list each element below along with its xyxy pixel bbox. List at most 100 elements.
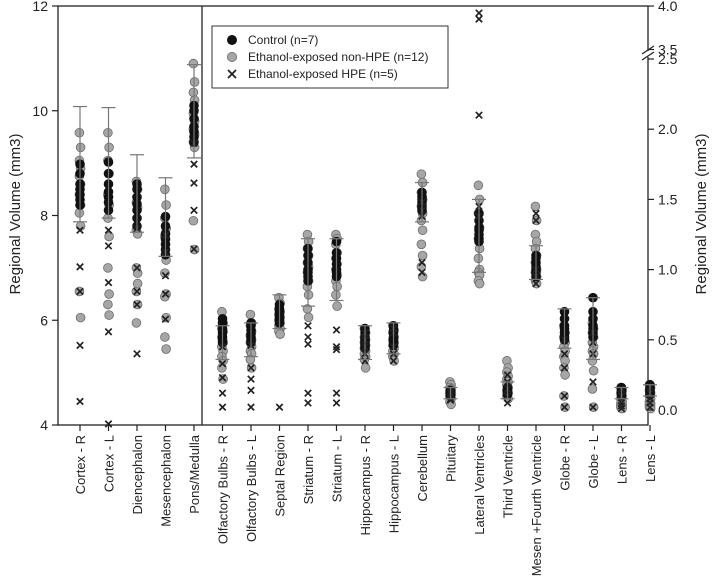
point-hpe (218, 403, 227, 411)
category-label: Third Ventricle (501, 435, 516, 518)
category-label: Globe - R (558, 435, 573, 491)
point-hpe (104, 242, 113, 250)
point-hpe (589, 403, 597, 411)
category-label: Olfactory Bulbs - R (216, 435, 231, 544)
point-hpe (218, 389, 227, 397)
point-non-hpe (474, 278, 485, 289)
left-axis-tick-label: 12 (32, 0, 48, 14)
point-hpe (104, 420, 113, 428)
category-label: Globe - L (586, 435, 601, 488)
point-hpe (304, 340, 312, 348)
point-hpe (104, 226, 113, 234)
point-hpe (304, 333, 312, 341)
left-axis-tick-label: 6 (40, 312, 48, 328)
right-axis-tick-label: 3.5 (658, 42, 678, 58)
legend-box (211, 25, 449, 89)
left-axis-tick-label: 4 (40, 417, 48, 433)
category-label: Lateral Ventricles (472, 435, 487, 535)
point-non-hpe (189, 77, 200, 87)
point-hpe (560, 392, 569, 400)
point-hpe (332, 345, 341, 354)
point-hpe (161, 315, 170, 324)
category-label: Mesen +Fourth Ventricle (529, 435, 544, 576)
legend-marker-control (226, 35, 237, 46)
point-hpe (190, 160, 198, 168)
point-hpe (475, 15, 483, 23)
point-hpe (532, 279, 540, 288)
point-hpe (589, 378, 597, 386)
point-hpe (617, 399, 626, 407)
point-hpe (332, 399, 341, 407)
point-hpe (332, 343, 341, 351)
point-hpe (161, 290, 170, 298)
point-non-hpe (161, 344, 171, 354)
legend-label-non-hpe: Ethanol-exposed non-HPE (n=12) (248, 50, 428, 64)
category-label: Hippocampus - L (387, 435, 402, 533)
point-non-hpe (132, 278, 143, 289)
point-hpe (133, 349, 141, 358)
category-label: Mesencephalon (159, 435, 174, 527)
point-hpe (247, 403, 255, 411)
point-non-hpe (104, 231, 114, 242)
point-hpe (190, 206, 198, 215)
point-hpe (617, 404, 626, 413)
category-label: Lens - L (643, 435, 658, 482)
point-hpe (617, 401, 626, 410)
point-hpe (332, 389, 341, 397)
point-non-hpe (416, 239, 427, 250)
point-hpe (76, 397, 84, 406)
point-hpe (475, 111, 483, 119)
right-axis-tick-label: 4.0 (658, 0, 678, 14)
point-hpe (133, 264, 141, 272)
point-hpe (133, 287, 141, 296)
point-hpe (560, 364, 569, 372)
point-hpe (503, 371, 512, 379)
point-non-hpe (360, 363, 371, 373)
point-hpe (218, 359, 227, 368)
left-axis-tick-label: 10 (32, 103, 48, 119)
point-non-hpe (104, 289, 114, 299)
category-label: Striatum - L (330, 435, 345, 502)
point-non-hpe (188, 215, 199, 226)
category-labels: Cortex - R Cortex - L Diencephalon Mesencep… (73, 434, 658, 576)
point-hpe (104, 278, 113, 287)
point-non-hpe (588, 365, 599, 376)
axis-break-mark (641, 51, 655, 61)
right-axis-tick-label: 2.0 (658, 121, 678, 137)
point-hpe (247, 386, 255, 395)
point-hpe (304, 321, 312, 330)
legend-label-control: Control (n=7) (248, 33, 318, 47)
point-hpe (304, 389, 312, 397)
right-axis-tick-label: 0.5 (658, 332, 678, 348)
category-label: Cortex - L (102, 435, 117, 492)
legend-marker-hpe (227, 69, 237, 79)
point-hpe (475, 9, 483, 17)
point-non-hpe (275, 329, 285, 339)
point-hpe (560, 403, 569, 411)
point-non-hpe (161, 200, 171, 210)
category-label: Cortex - R (73, 435, 88, 494)
y-axis-title-left: Regional Volume (mm3) (7, 134, 24, 295)
right-axis-tick-label: 2.5 (658, 51, 678, 67)
category-label: Septal Region (273, 435, 288, 517)
point-hpe (503, 399, 512, 407)
point-non-hpe (75, 312, 86, 323)
right-axis-tick-label: 1.0 (658, 262, 678, 278)
category-label: Pituitary (444, 435, 459, 482)
category-label: Cerebellum (415, 435, 430, 501)
point-hpe (76, 287, 84, 296)
point-non-hpe (160, 332, 170, 342)
point-hpe (418, 258, 426, 267)
point-non-hpe (587, 384, 598, 394)
point-hpe (76, 226, 84, 234)
point-hpe (190, 245, 198, 253)
point-non-hpe (530, 201, 541, 212)
legend-label-hpe: Ethanol-exposed HPE (n=5) (248, 67, 398, 81)
category-label: Pons/Medulla (187, 434, 202, 514)
left-axis-tick-label: 8 (40, 208, 48, 224)
point-non-hpe (303, 312, 314, 323)
category-label: Olfactory Bulbs - L (244, 435, 259, 542)
legend: Control (n=7) Ethanol-exposed non-HPE (n… (211, 25, 449, 89)
